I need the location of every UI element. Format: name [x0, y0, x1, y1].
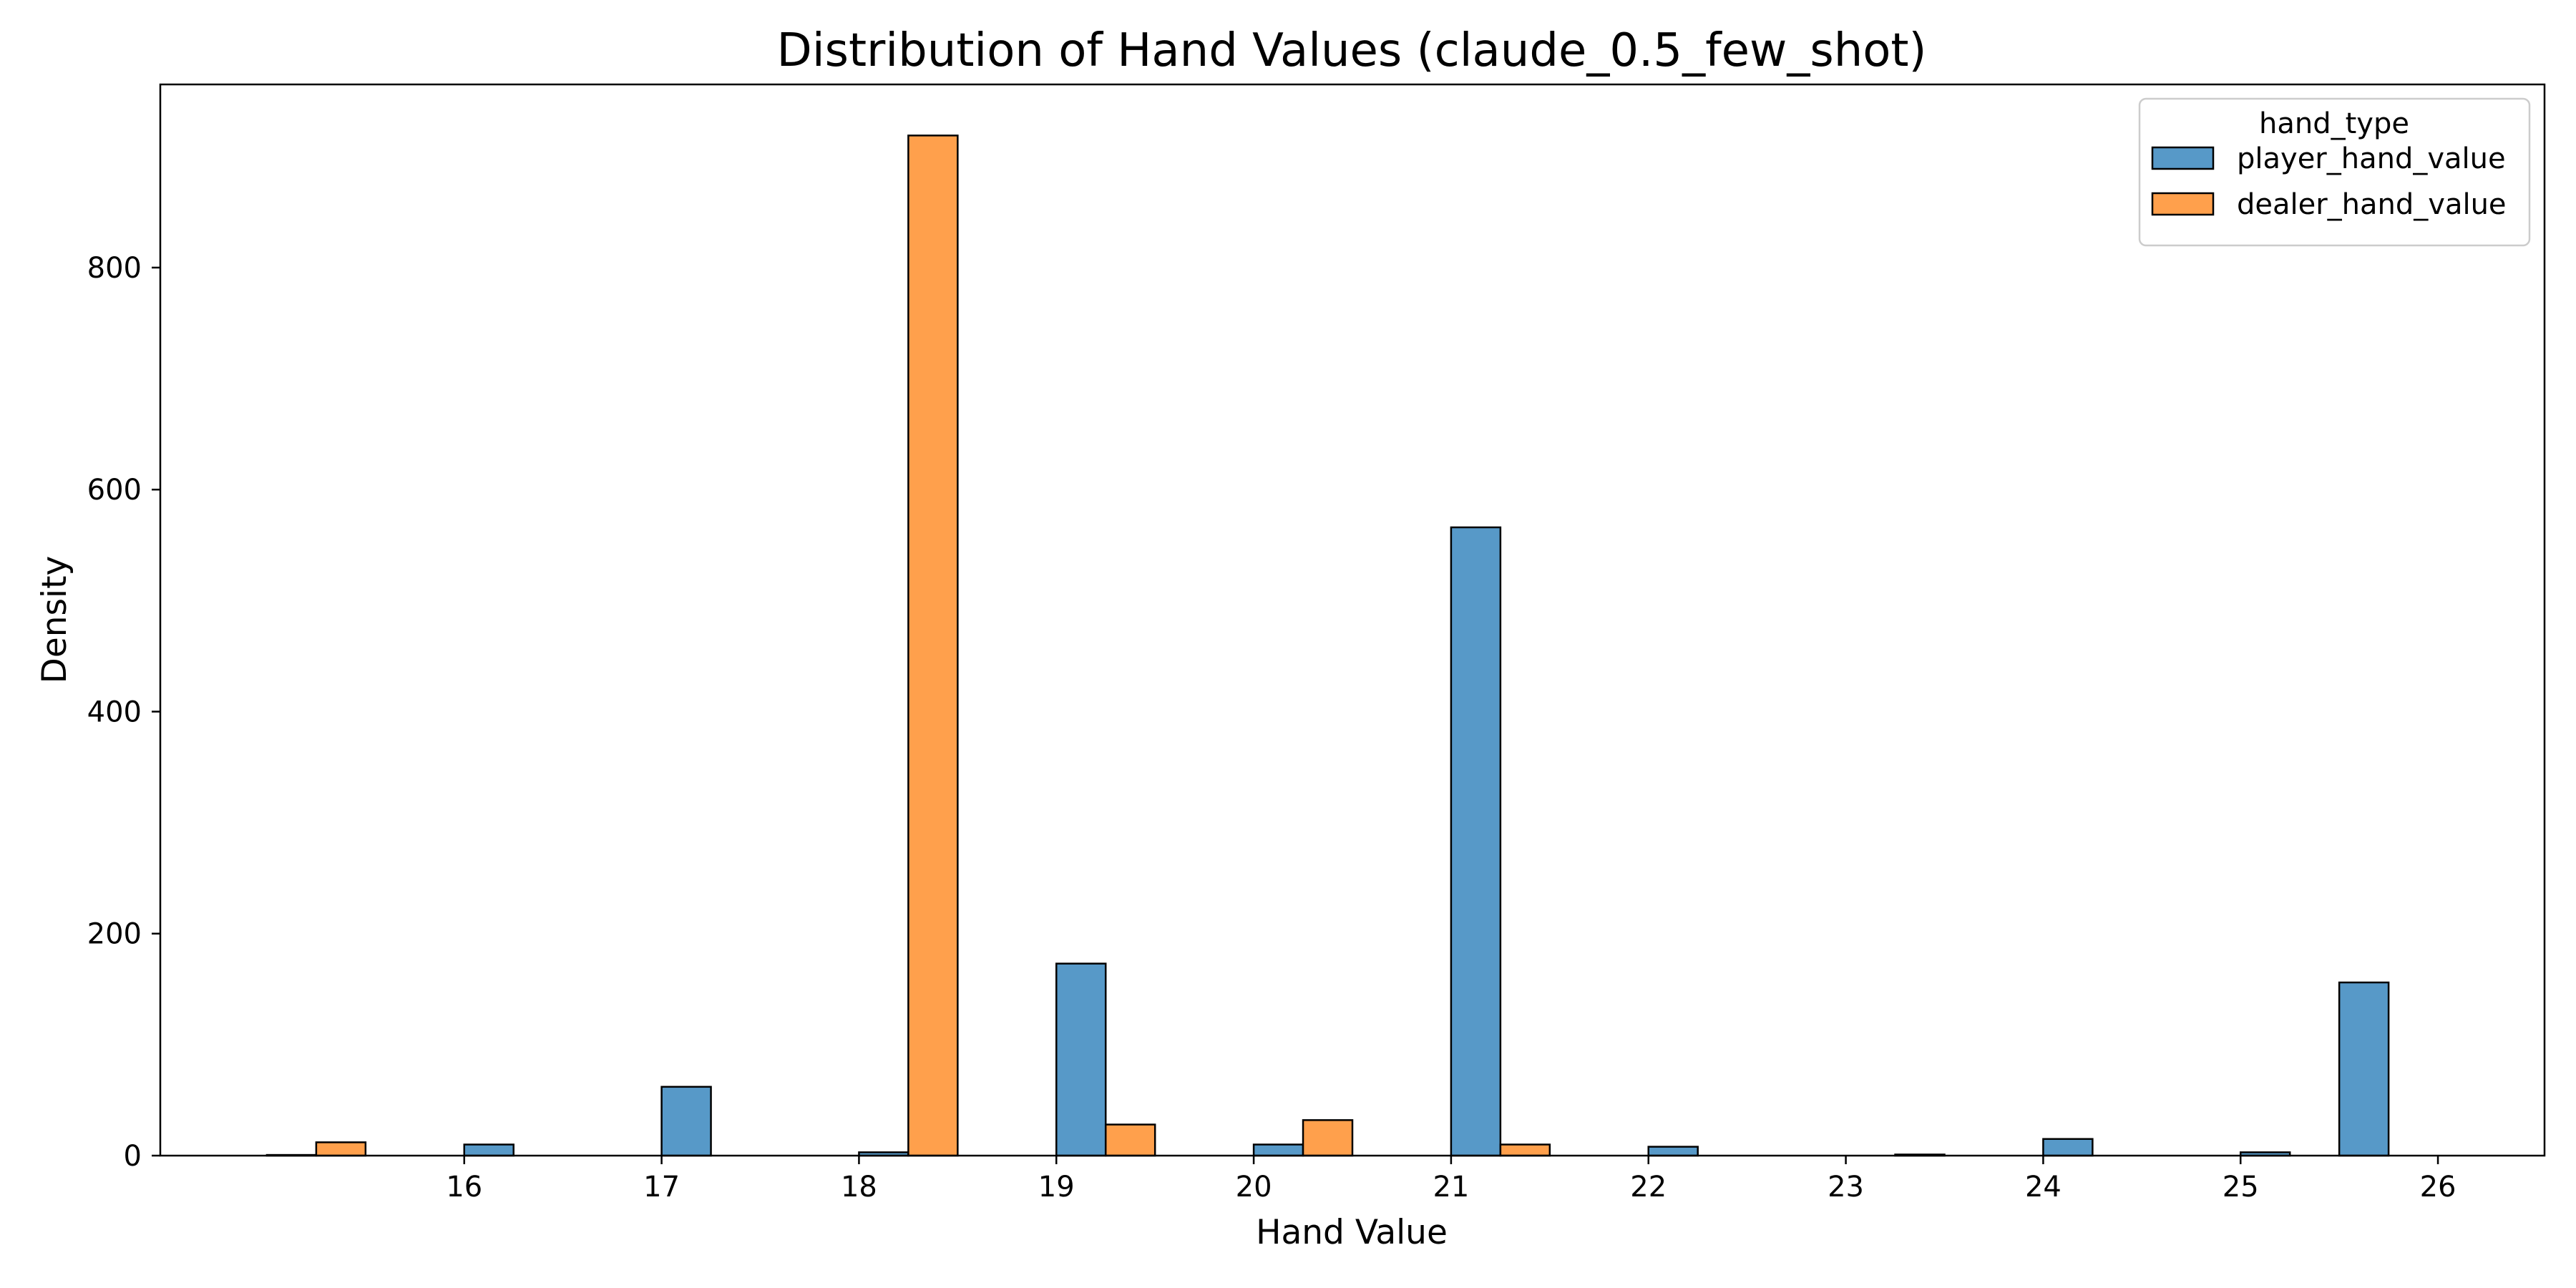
- x-tick-label-6: 22: [1630, 1171, 1667, 1204]
- x-axis-ticks: 16 17 18 19 20 21 22 23 24 25 26: [446, 1156, 2457, 1204]
- legend-frame: [2138, 97, 2531, 247]
- legend: hand_type player_hand_value dealer_hand_v…: [2138, 97, 2531, 247]
- y-tick-label-0: 0: [124, 1140, 142, 1173]
- x-tick-label-5: 21: [1433, 1171, 1469, 1204]
- bar-player_hand_value-4: [1055, 962, 1107, 1157]
- bar-player_hand_value-1: [463, 1143, 514, 1157]
- x-tick-label-9: 25: [2223, 1171, 2259, 1204]
- x-tick-label-8: 24: [2025, 1171, 2062, 1204]
- x-tick-label-10: 26: [2420, 1171, 2457, 1204]
- bar-dealer_hand_value-3: [1302, 1119, 1354, 1157]
- bar-dealer_hand_value-0: [315, 1141, 367, 1157]
- bar-dealer_hand_value-4: [1499, 1143, 1551, 1157]
- plot-frame: [159, 83, 2546, 1157]
- y-tick-label-3: 600: [87, 474, 142, 507]
- x-tick-label-1: 17: [643, 1171, 680, 1204]
- x-tick-label-3: 19: [1038, 1171, 1075, 1204]
- legend-items: player_hand_value dealer_hand_value: [2151, 142, 2507, 221]
- x-tick-label-7: 23: [1828, 1171, 1864, 1204]
- x-tick-label-4: 20: [1236, 1171, 1272, 1204]
- legend-title: hand_type: [2259, 107, 2409, 140]
- legend-swatch-dealer_hand_value: [2151, 192, 2215, 216]
- chart-title: Distribution of Hand Values (claude_0.5_…: [777, 24, 1927, 77]
- bar-player_hand_value-7: [1647, 1146, 1699, 1157]
- bar-dealer_hand_value-1: [907, 135, 959, 1157]
- bar-dealer_hand_value-2: [1104, 1123, 1156, 1157]
- legend-label-player_hand_value: player_hand_value: [2237, 142, 2506, 175]
- bar-player_hand_value-2: [660, 1085, 712, 1157]
- y-tick-label-4: 800: [87, 252, 142, 285]
- bar-player_hand_value-11: [2338, 981, 2390, 1157]
- x-tick-label-2: 18: [841, 1171, 877, 1204]
- y-axis-ticks: 0 200 400 600 800: [87, 252, 160, 1173]
- bar-player_hand_value-6: [1450, 526, 1502, 1157]
- bar-player_hand_value-5: [1252, 1143, 1304, 1157]
- bar-player_hand_value-9: [2042, 1138, 2094, 1157]
- y-tick-label-1: 200: [87, 918, 142, 951]
- y-axis-label: Density: [35, 556, 74, 684]
- y-tick-label-2: 400: [87, 696, 142, 728]
- x-tick-label-0: 16: [446, 1171, 482, 1204]
- legend-label-dealer_hand_value: dealer_hand_value: [2237, 188, 2507, 221]
- x-axis-label: Hand Value: [1256, 1213, 1448, 1252]
- bars-layer: [265, 135, 2390, 1157]
- legend-swatch-player_hand_value: [2151, 146, 2215, 170]
